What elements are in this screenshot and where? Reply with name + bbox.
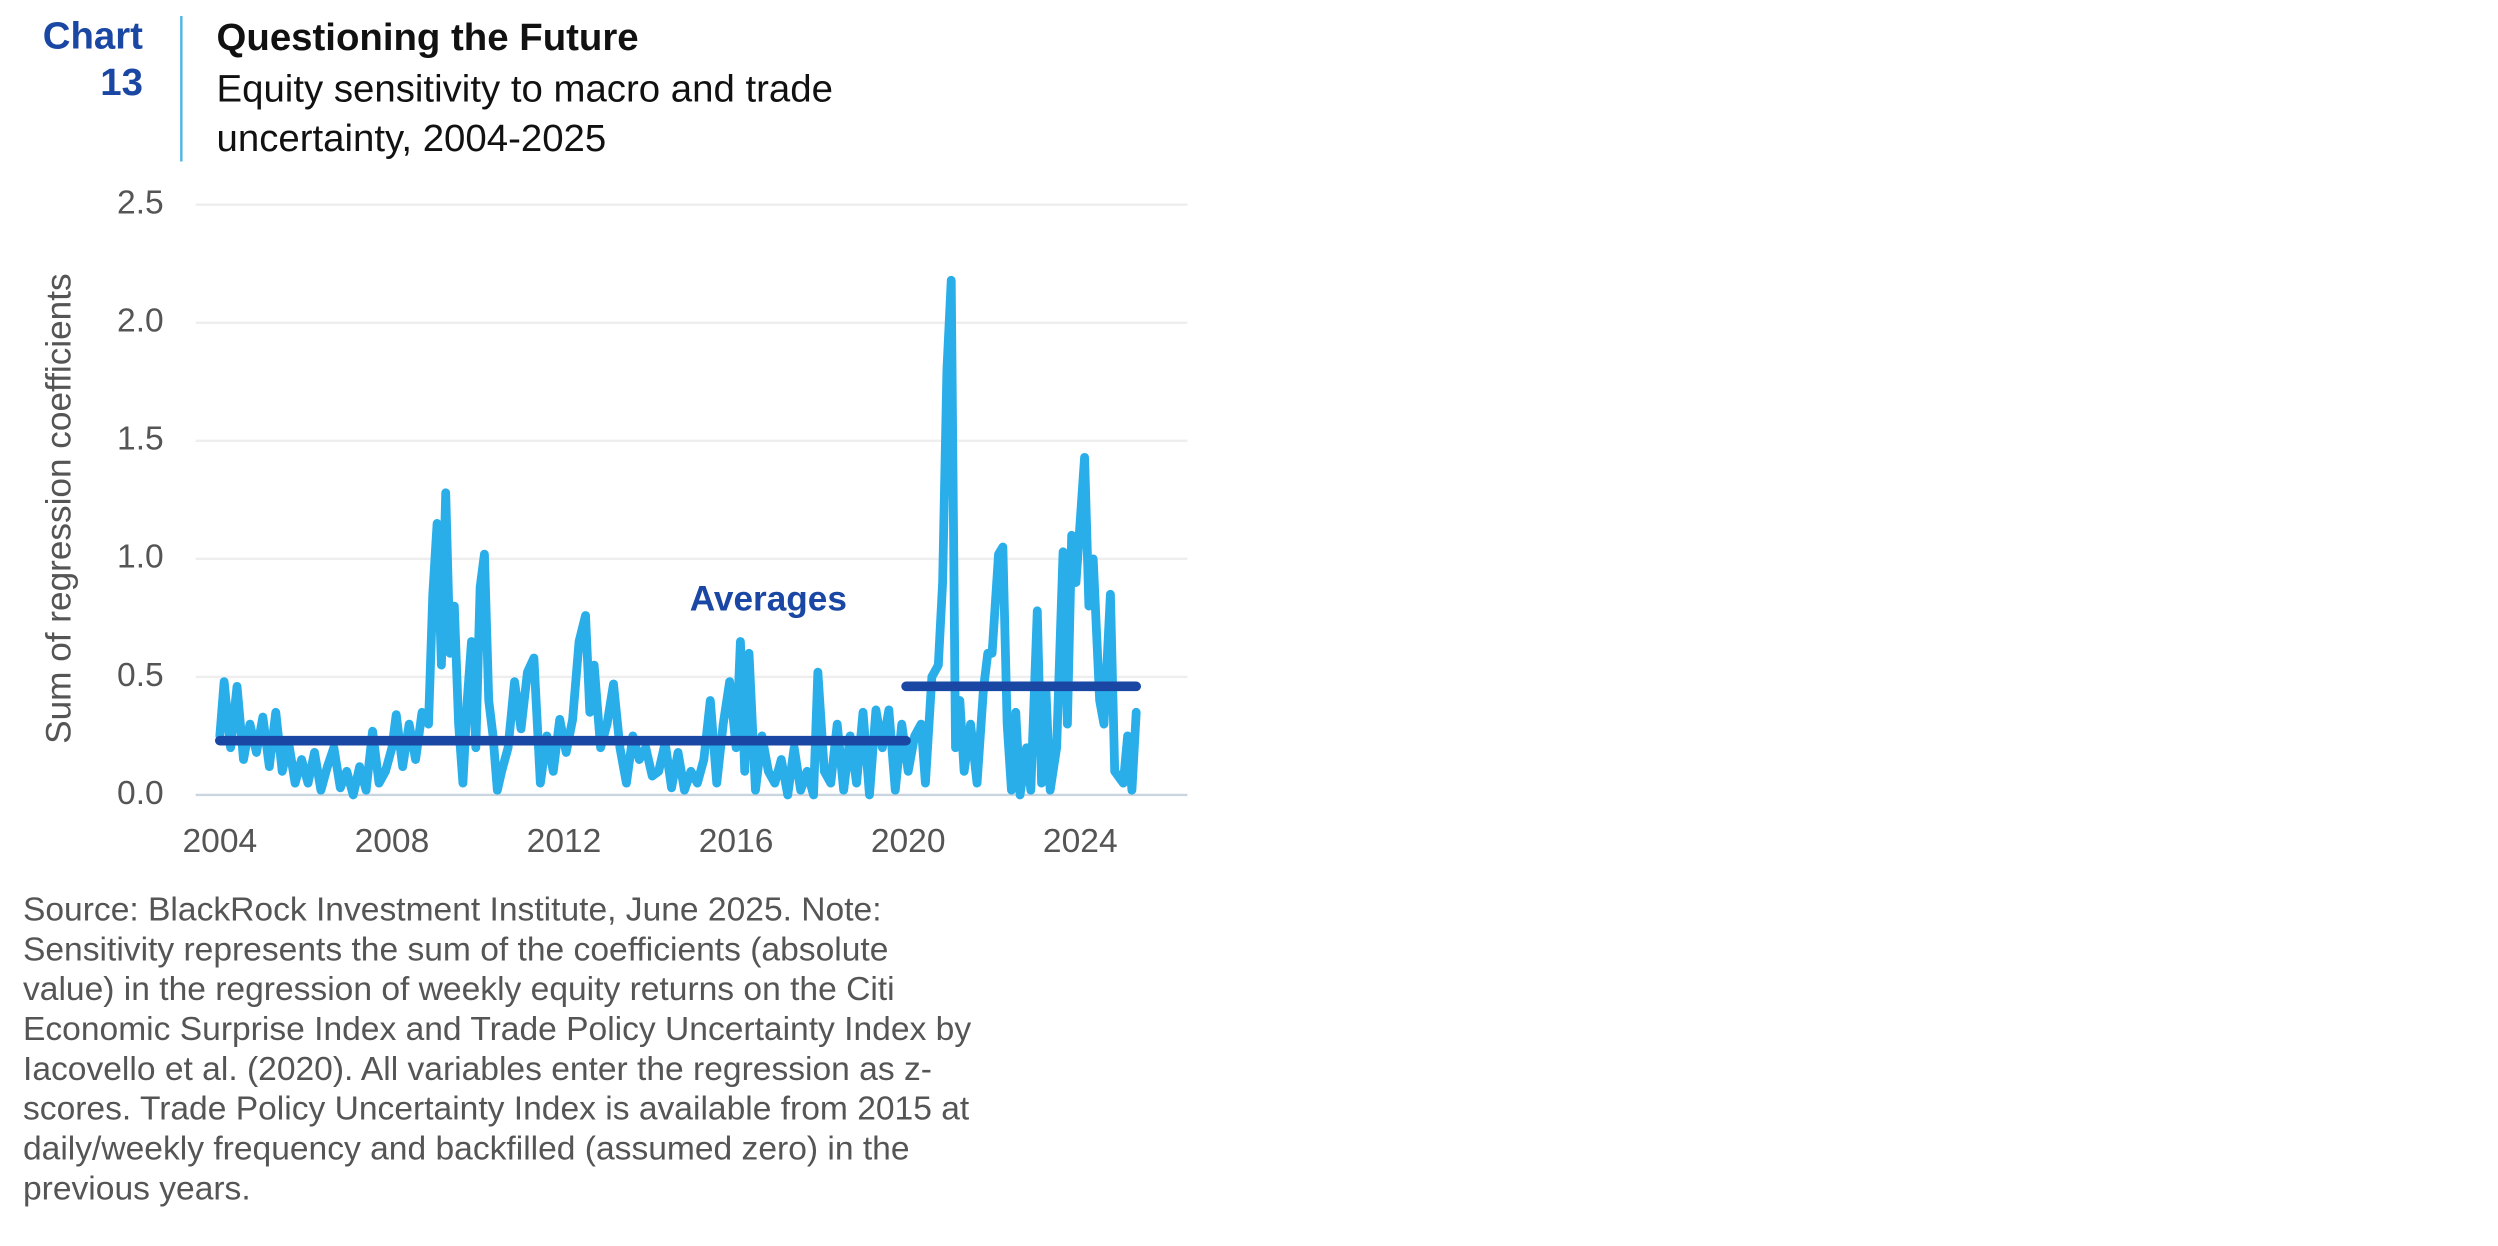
source-note: Economic Surprise Index and Trade Policy… — [23, 1011, 971, 1048]
y-axis-label: Sum of regression coefficients — [40, 273, 79, 744]
y-tick-label: 0.0 — [117, 775, 164, 812]
y-tick-label: 2.5 — [117, 185, 164, 222]
y-tick-label: 0.5 — [117, 657, 164, 694]
x-tick-label: 2020 — [871, 823, 946, 860]
x-tick-label: 2016 — [699, 823, 774, 860]
data-line — [215, 275, 1141, 800]
chart-subtitle: Equity sensitivity to macro and trade — [217, 67, 833, 110]
x-tick-label: 2008 — [355, 823, 430, 860]
source-note: Sensitivity represents the sum of the co… — [23, 931, 888, 968]
chart-title: Questioning the Future — [217, 16, 639, 59]
source-note: daily/weekly frequency and backfilled (a… — [23, 1131, 910, 1168]
source-note: value) in the regression of weekly equit… — [23, 971, 895, 1008]
y-tick-label: 1.5 — [117, 421, 164, 458]
source-note: Source: BlackRock Investment Institute, … — [23, 892, 882, 929]
x-tick-label: 2012 — [527, 823, 602, 860]
x-tick-label: 2024 — [1043, 823, 1118, 860]
source-note: scores. Trade Policy Uncertainty Index i… — [23, 1091, 970, 1128]
chart-subtitle: uncertainty, 2004-2025 — [217, 117, 607, 160]
annotation: Averages — [690, 580, 847, 619]
y-tick-label: 2.0 — [117, 303, 164, 340]
chart-label: Chart — [43, 15, 143, 58]
x-tick-label: 2004 — [182, 823, 257, 860]
y-tick-label: 1.0 — [117, 539, 164, 576]
source-note: Iacovello et al. (2020). All variables e… — [23, 1051, 932, 1088]
chart-number: 13 — [100, 61, 143, 104]
source-note: previous years. — [23, 1170, 251, 1207]
